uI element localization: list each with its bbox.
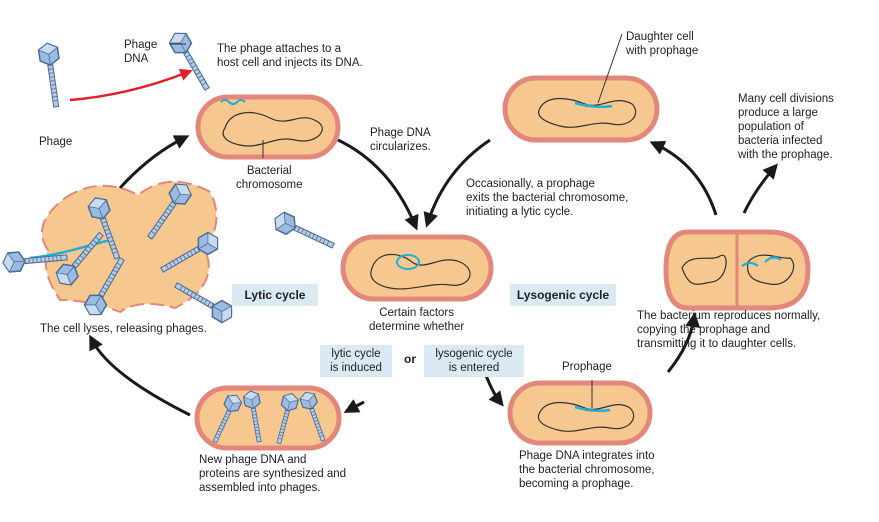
- phage-label: Phage: [39, 136, 73, 148]
- infected-cell: [195, 94, 341, 160]
- or-label: or: [404, 352, 416, 366]
- reproduces-caption: The bacterium reproduces normally, copyi…: [637, 310, 821, 350]
- prophage-cell: [507, 380, 653, 446]
- prophage-label: Prophage: [562, 361, 612, 373]
- occasionally-caption: Occasionally, a prophage exits the bacte…: [466, 178, 629, 218]
- lytic-cycle-label: Lytic cycle: [232, 284, 318, 306]
- small-phage: [270, 209, 338, 256]
- synthesizing-cell: [194, 385, 342, 451]
- daughter-cell: [502, 33, 660, 143]
- integrates-caption: Phage DNA integrates into the bacterial …: [519, 450, 655, 490]
- daughter-cell-label: Daughter cell with prophage: [626, 31, 699, 57]
- certain-factors-caption: Certain factors determine whether: [369, 307, 465, 333]
- many-divisions-caption: Many cell divisions produce a large popu…: [738, 93, 834, 161]
- circularizes-caption: Phage DNA circularizes.: [370, 127, 431, 153]
- lysogenic-entered-label: lysogenic cycle is entered: [424, 345, 524, 377]
- new-phage-caption: New phage DNA and proteins are synthesiz…: [199, 454, 347, 494]
- dividing-cell: [663, 229, 811, 311]
- phage-dna-label: Phage DNA: [124, 39, 158, 65]
- bacterial-chromosome-label: Bacterial chromosome: [236, 165, 303, 191]
- cell-lyses-caption: The cell lyses, releasing phages.: [40, 323, 207, 335]
- decision-cell: [340, 234, 494, 302]
- cycle-arrows: [89, 135, 778, 417]
- free-phage: [37, 41, 67, 109]
- attach-caption: The phage attaches to a host cell and in…: [217, 43, 363, 69]
- attaching-phage: [166, 28, 216, 95]
- lysogenic-cycle-label: Lysogenic cycle: [510, 284, 616, 306]
- inject-arrow: [69, 68, 193, 102]
- lytic-induced-label: lytic cycle is induced: [320, 345, 392, 377]
